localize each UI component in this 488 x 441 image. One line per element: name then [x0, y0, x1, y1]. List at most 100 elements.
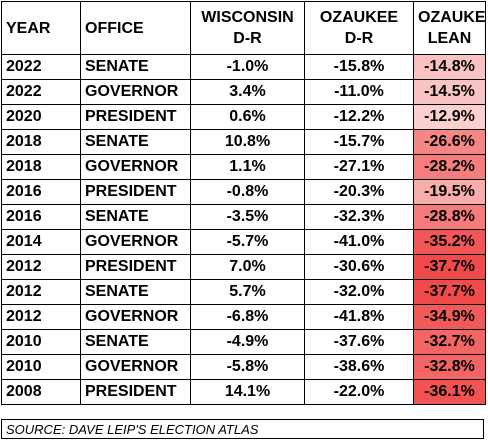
cell-ozaukee: -11.0% [304, 79, 414, 105]
cell-ozaukee: -41.8% [304, 304, 414, 330]
table-row: 2008 PRESIDENT 14.1% -22.0% -36.1% [1, 379, 486, 405]
cell-ozaukee: -32.0% [304, 279, 414, 305]
header-row: YEAR OFFICE WISCONSIN D-R OZAUKEE D-R OZAU… [1, 1, 486, 55]
table-row: 2018 SENATE 10.8% -15.7% -26.6% [1, 129, 486, 155]
table-row: 2010 SENATE -4.9% -37.6% -32.7% [1, 329, 486, 355]
cell-year: 2010 [1, 354, 81, 380]
table-row: 2010 GOVERNOR -5.8% -38.6% -32.8% [1, 354, 486, 380]
cell-office: PRESIDENT [80, 104, 191, 130]
cell-year: 2016 [1, 179, 81, 205]
cell-year: 2018 [1, 129, 81, 155]
cell-office: SENATE [80, 329, 191, 355]
cell-lean: -26.6% [413, 129, 486, 155]
cell-ozaukee: -32.3% [304, 204, 414, 230]
header-lean-line1: OZAUKEE [418, 9, 486, 26]
header-office: OFFICE [80, 1, 191, 55]
cell-wisconsin: -5.8% [190, 354, 305, 380]
header-lean: OZAUKEE LEAN [413, 1, 486, 55]
cell-wisconsin: 7.0% [190, 254, 305, 280]
cell-year: 2012 [1, 304, 81, 330]
header-year: YEAR [1, 1, 81, 55]
cell-office: GOVERNOR [80, 229, 191, 255]
cell-year: 2018 [1, 154, 81, 180]
cell-wisconsin: -4.9% [190, 329, 305, 355]
cell-ozaukee: -27.1% [304, 154, 414, 180]
table-row: 2014 GOVERNOR -5.7% -41.0% -35.2% [1, 229, 486, 255]
cell-lean: -14.5% [413, 79, 486, 105]
cell-office: GOVERNOR [80, 154, 191, 180]
cell-wisconsin: -5.7% [190, 229, 305, 255]
cell-wisconsin: 10.8% [190, 129, 305, 155]
cell-ozaukee: -41.0% [304, 229, 414, 255]
cell-wisconsin: -1.0% [190, 54, 305, 80]
cell-office: PRESIDENT [80, 179, 191, 205]
table-header: YEAR OFFICE WISCONSIN D-R OZAUKEE D-R OZAU… [1, 1, 486, 55]
cell-ozaukee: -15.8% [304, 54, 414, 80]
cell-year: 2016 [1, 204, 81, 230]
table-row: 2022 GOVERNOR 3.4% -11.0% -14.5% [1, 79, 486, 105]
cell-lean: -14.8% [413, 54, 486, 80]
cell-lean: -32.8% [413, 354, 486, 380]
cell-ozaukee: -37.6% [304, 329, 414, 355]
cell-office: GOVERNOR [80, 354, 191, 380]
cell-ozaukee: -12.2% [304, 104, 414, 130]
header-ozaukee-line2: D-R [344, 30, 374, 47]
cell-year: 2022 [1, 79, 81, 105]
cell-wisconsin: 5.7% [190, 279, 305, 305]
cell-office: SENATE [80, 54, 191, 80]
table-body: 2022 SENATE -1.0% -15.8% -14.8% 2022 GOVERNOR 3… [1, 54, 486, 405]
cell-office: SENATE [80, 204, 191, 230]
table-row: 2012 PRESIDENT 7.0% -30.6% -37.7% [1, 254, 486, 280]
table-row: 2012 GOVERNOR -6.8% -41.8% -34.9% [1, 304, 486, 330]
cell-lean: -36.1% [413, 379, 486, 405]
table-row: 2012 SENATE 5.7% -32.0% -37.7% [1, 279, 486, 305]
header-wisconsin-line1: WISCONSIN [201, 9, 294, 26]
cell-year: 2008 [1, 379, 81, 405]
cell-wisconsin: 14.1% [190, 379, 305, 405]
cell-lean: -34.9% [413, 304, 486, 330]
cell-lean: -32.7% [413, 329, 486, 355]
table-row: 2016 PRESIDENT -0.8% -20.3% -19.5% [1, 179, 486, 205]
cell-year: 2022 [1, 54, 81, 80]
table-row: 2020 PRESIDENT 0.6% -12.2% -12.9% [1, 104, 486, 130]
cell-wisconsin: 3.4% [190, 79, 305, 105]
header-ozaukee-line1: OZAUKEE [319, 9, 399, 26]
cell-lean: -28.2% [413, 154, 486, 180]
cell-wisconsin: 1.1% [190, 154, 305, 180]
cell-lean: -37.7% [413, 279, 486, 305]
cell-wisconsin: -0.8% [190, 179, 305, 205]
table-row: 2018 GOVERNOR 1.1% -27.1% -28.2% [1, 154, 486, 180]
cell-year: 2014 [1, 229, 81, 255]
cell-office: PRESIDENT [80, 254, 191, 280]
cell-lean: -37.7% [413, 254, 486, 280]
source-note: SOURCE: DAVE LEIP'S ELECTION ATLAS [1, 419, 484, 439]
cell-lean: -35.2% [413, 229, 486, 255]
cell-year: 2012 [1, 254, 81, 280]
header-wisconsin: WISCONSIN D-R [190, 1, 305, 55]
cell-office: GOVERNOR [80, 304, 191, 330]
cell-ozaukee: -20.3% [304, 179, 414, 205]
cell-lean: -28.8% [413, 204, 486, 230]
cell-wisconsin: -6.8% [190, 304, 305, 330]
cell-year: 2012 [1, 279, 81, 305]
cell-wisconsin: 0.6% [190, 104, 305, 130]
cell-office: PRESIDENT [80, 379, 191, 405]
table-row: 2022 SENATE -1.0% -15.8% -14.8% [1, 54, 486, 80]
header-wisconsin-line2: D-R [233, 30, 262, 47]
cell-office: GOVERNOR [80, 79, 191, 105]
header-lean-line2: LEAN [427, 30, 472, 47]
cell-ozaukee: -38.6% [304, 354, 414, 380]
cell-ozaukee: -15.7% [304, 129, 414, 155]
cell-year: 2020 [1, 104, 81, 130]
election-results-table: YEAR OFFICE WISCONSIN D-R OZAUKEE D-R OZAU… [1, 1, 486, 405]
cell-year: 2010 [1, 329, 81, 355]
table-row: 2016 SENATE -3.5% -32.3% -28.8% [1, 204, 486, 230]
cell-lean: -19.5% [413, 179, 486, 205]
cell-ozaukee: -22.0% [304, 379, 414, 405]
header-ozaukee: OZAUKEE D-R [304, 1, 414, 55]
cell-office: SENATE [80, 129, 191, 155]
cell-ozaukee: -30.6% [304, 254, 414, 280]
cell-office: SENATE [80, 279, 191, 305]
cell-wisconsin: -3.5% [190, 204, 305, 230]
cell-lean: -12.9% [413, 104, 486, 130]
